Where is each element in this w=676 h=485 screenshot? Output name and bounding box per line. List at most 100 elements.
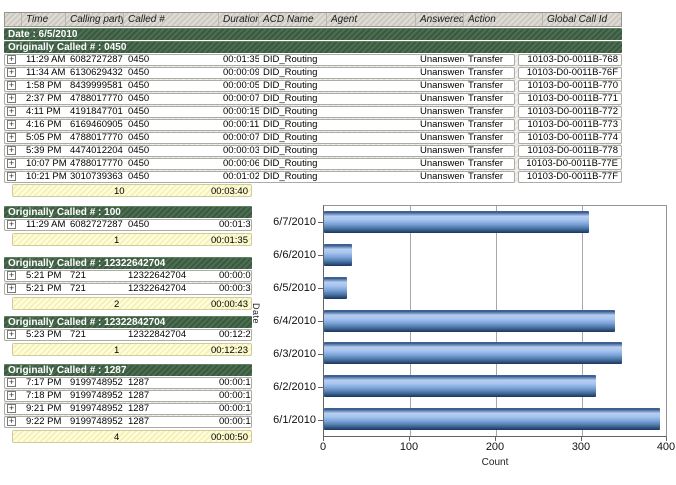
table-row: +9:21 PM 9199748952 1287 00:00:14 [4, 403, 252, 415]
duration-cell: 00:01:35 [219, 220, 251, 230]
expand-icon[interactable]: + [7, 81, 16, 90]
col-called: Called # [124, 13, 219, 26]
expand-icon[interactable]: + [7, 94, 16, 103]
group-header: Originally Called # : 12322642704 [4, 257, 252, 269]
x-axis-tick [323, 437, 324, 441]
calling-cell: 4788017770 [70, 159, 123, 169]
time-cell: 10:21 PM [26, 172, 66, 182]
answered-cell: Unanswered [420, 146, 464, 156]
table-row: +1:58 PM 8439999581 0450 00:00:05 DID_Routin… [4, 80, 622, 92]
action-cell: Transfer [468, 146, 504, 156]
duration-cell: 00:12:23 [219, 330, 251, 340]
duration-cell: 00:00:15 [223, 107, 259, 117]
action-cell: Transfer [468, 159, 504, 169]
expand-icon[interactable]: + [7, 107, 16, 116]
calling-cell: 6169460905 [70, 120, 123, 130]
action-cell: Transfer [468, 81, 504, 91]
expand-icon[interactable]: + [7, 271, 16, 280]
time-cell: 11:29 AM [26, 55, 66, 65]
expand-icon[interactable]: + [7, 120, 16, 129]
y-axis-tick [318, 321, 323, 322]
duration-cell: 00:00:07 [223, 133, 259, 143]
time-cell: 5:23 PM [26, 330, 62, 340]
y-tick-label: 6/7/2010 [273, 216, 316, 228]
duration-cell: 00:00:07 [223, 94, 259, 104]
answered-cell: Unanswered [420, 55, 464, 65]
duration-cell: 00:00:11 [219, 417, 251, 427]
table-row: +11:29 AM 6082727287 0450 00:01:35 DID_Routi… [4, 54, 622, 66]
time-cell: 4:11 PM [26, 107, 61, 117]
calling-cell: 6082727287 [70, 55, 123, 65]
duration-cell: 00:00:13 [219, 378, 251, 388]
expand-icon[interactable]: + [7, 417, 16, 426]
expand-icon[interactable]: + [7, 284, 16, 293]
group-section: Originally Called # : 12322642704 +5:21 … [4, 257, 252, 310]
col-time: Time [22, 13, 66, 26]
calling-cell: 4474012204 [70, 146, 123, 156]
acd-cell: DID_Routing [263, 172, 318, 182]
x-axis-title: Count [481, 457, 509, 468]
chart-bar [324, 276, 348, 299]
col-global-call-id: Global Call Id [547, 14, 608, 25]
chart-band [324, 239, 666, 272]
called-cell: 12322642704 [128, 284, 187, 294]
called-cell: 1287 [128, 378, 150, 388]
global-call-id-cell: 10103-D0-0011B-774 [518, 132, 622, 144]
duration-cell: 00:01:35 [223, 55, 259, 65]
col-expand [5, 13, 22, 26]
column-header-row: Time Calling party # Called # Duration A… [4, 12, 622, 27]
expand-icon[interactable]: + [7, 220, 16, 229]
table-row: +5:21 PM 721 12322642704 00:00:09 [4, 270, 252, 282]
called-cell: 0450 [128, 146, 150, 156]
bar-chart-plot [323, 205, 667, 437]
y-axis-tick [318, 387, 323, 388]
expand-icon[interactable]: + [7, 133, 16, 142]
time-cell: 9:22 PM [26, 417, 62, 427]
x-axis-tick [409, 437, 410, 441]
global-call-id-cell: 10103-D0-0011B-768 [518, 54, 622, 66]
global-call-id-cell: 10103-D0-0011B-77F [518, 171, 622, 183]
action-cell: Transfer [468, 172, 504, 182]
expand-icon[interactable]: + [7, 172, 16, 181]
chart-bar [324, 309, 615, 332]
calling-cell: 9199748952 [70, 391, 123, 401]
time-cell: 1:58 PM [26, 81, 62, 91]
calling-cell: 6130629432 [70, 68, 123, 78]
group-header: Originally Called # : 100 [4, 206, 252, 218]
answered-cell: Unanswered [420, 107, 464, 117]
global-call-id-cell: 10103-D0-0011B-773 [518, 119, 622, 131]
called-cell: 0450 [128, 220, 150, 230]
call-rows: +11:29 AM 6082727287 0450 00:01:35 DID_Routi… [4, 54, 622, 183]
expand-icon[interactable]: + [7, 159, 16, 168]
time-cell: 11:34 AM [26, 68, 66, 78]
called-cell: 12322842704 [128, 330, 187, 340]
table-row: +5:05 PM 4788017770 0450 00:00:07 DID_Routin… [4, 132, 622, 144]
time-cell: 5:21 PM [26, 284, 62, 294]
expand-icon[interactable]: + [7, 378, 16, 387]
time-cell: 7:17 PM [26, 378, 62, 388]
time-cell: 5:21 PM [26, 271, 62, 281]
global-call-id-cell: 10103-D0-0011B-778 [518, 145, 622, 157]
duration-cell: 00:00:09 [223, 68, 259, 78]
expand-icon[interactable]: + [7, 404, 16, 413]
summary-count: 1 [114, 235, 120, 246]
called-cell: 1287 [128, 404, 150, 414]
expand-icon[interactable]: + [7, 55, 16, 64]
col-calling-party: Calling party # [66, 13, 124, 26]
x-tick-label: 0 [319, 441, 327, 453]
action-cell: Transfer [468, 107, 504, 117]
duration-cell: 00:00:11 [223, 120, 259, 130]
expand-icon[interactable]: + [7, 68, 16, 77]
answered-cell: Unanswered [420, 81, 464, 91]
expand-icon[interactable]: + [7, 330, 16, 339]
expand-icon[interactable]: + [7, 146, 16, 155]
called-cell: 0450 [128, 94, 150, 104]
table-row: +5:23 PM 721 12322842704 00:12:23 [4, 329, 252, 341]
y-axis-tick [318, 255, 323, 256]
calling-cell: 721 [70, 330, 86, 340]
calling-cell: 721 [70, 271, 86, 281]
answered-cell: Unanswered [420, 68, 464, 78]
table-row: +11:34 AM 6130629432 0450 00:00:09 DID_Routi… [4, 67, 622, 79]
summary-duration: 00:12:23 [211, 345, 248, 356]
expand-icon[interactable]: + [7, 391, 16, 400]
